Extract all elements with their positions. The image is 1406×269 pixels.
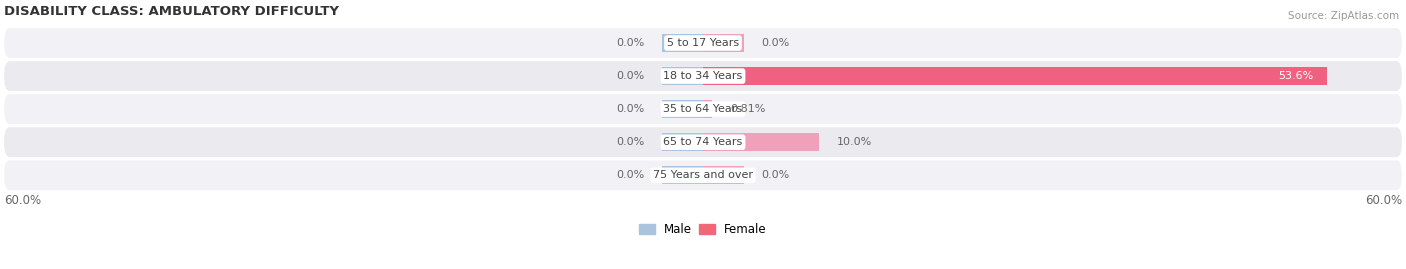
Text: 53.6%: 53.6%: [1278, 71, 1313, 81]
Bar: [662, 67, 703, 85]
Text: 0.0%: 0.0%: [616, 71, 645, 81]
Text: 0.0%: 0.0%: [761, 38, 790, 48]
Text: 0.0%: 0.0%: [616, 104, 645, 114]
Text: 0.0%: 0.0%: [616, 137, 645, 147]
Text: 60.0%: 60.0%: [4, 194, 41, 207]
Text: 35 to 64 Years: 35 to 64 Years: [664, 104, 742, 114]
Text: Source: ZipAtlas.com: Source: ZipAtlas.com: [1288, 11, 1399, 21]
FancyBboxPatch shape: [4, 28, 1402, 58]
FancyBboxPatch shape: [4, 127, 1402, 157]
Text: 65 to 74 Years: 65 to 74 Years: [664, 137, 742, 147]
Bar: [703, 67, 1327, 85]
FancyBboxPatch shape: [4, 94, 1402, 124]
Bar: [703, 166, 744, 184]
Bar: [703, 100, 713, 118]
Text: 0.0%: 0.0%: [761, 170, 790, 180]
Text: 0.81%: 0.81%: [730, 104, 765, 114]
Text: 10.0%: 10.0%: [837, 137, 872, 147]
FancyBboxPatch shape: [4, 61, 1402, 91]
Bar: [703, 133, 820, 151]
Text: DISABILITY CLASS: AMBULATORY DIFFICULTY: DISABILITY CLASS: AMBULATORY DIFFICULTY: [4, 5, 339, 18]
Text: 5 to 17 Years: 5 to 17 Years: [666, 38, 740, 48]
Text: 0.0%: 0.0%: [616, 170, 645, 180]
Text: 0.0%: 0.0%: [616, 38, 645, 48]
Bar: [662, 166, 703, 184]
Text: 18 to 34 Years: 18 to 34 Years: [664, 71, 742, 81]
Bar: [703, 34, 744, 52]
Text: 75 Years and over: 75 Years and over: [652, 170, 754, 180]
FancyBboxPatch shape: [4, 160, 1402, 190]
Bar: [662, 34, 703, 52]
Text: 60.0%: 60.0%: [1365, 194, 1402, 207]
Bar: [662, 133, 703, 151]
Bar: [662, 100, 703, 118]
Legend: Male, Female: Male, Female: [634, 218, 772, 241]
